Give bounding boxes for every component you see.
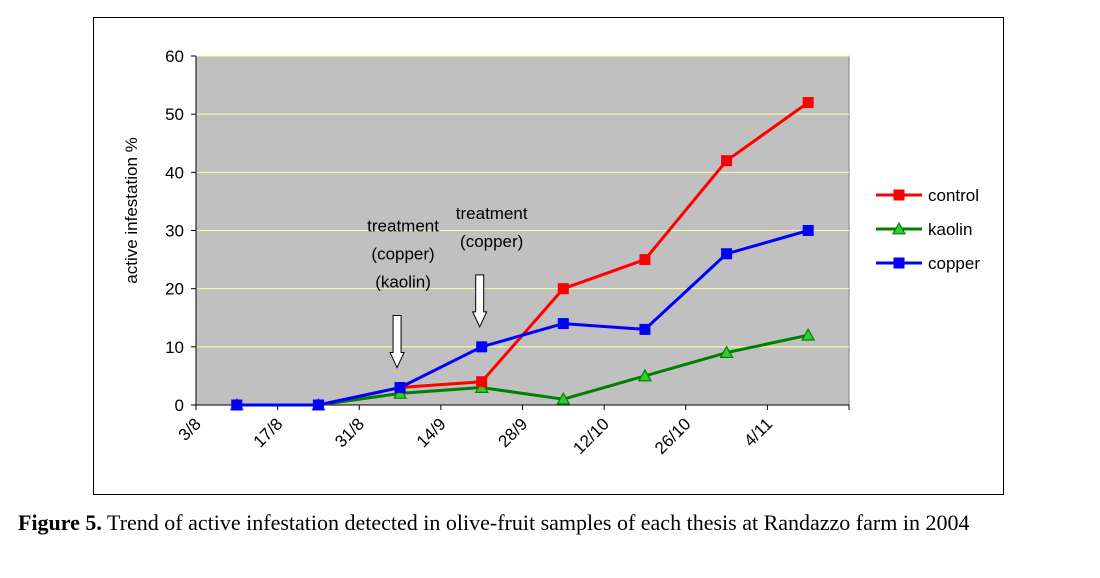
x-tick-label: 4/11	[740, 414, 776, 450]
chart-frame: 0 10 20 30 40 50 60 3/8 17/8 31/8 14/9 28/9 12/10 26/…	[93, 17, 1004, 495]
legend-label-control: control	[928, 186, 979, 205]
x-tick-label: 28/9	[494, 414, 531, 451]
y-tick-label: 30	[165, 222, 184, 241]
data-point-kaolin	[637, 368, 652, 382]
y-tick-label: 10	[165, 338, 184, 357]
x-tick-label: 14/9	[413, 414, 450, 451]
legend-label-copper: copper	[928, 254, 980, 273]
legend-marker-kaolin	[891, 221, 907, 235]
x-tick-label: 26/10	[651, 414, 695, 458]
data-point-control	[476, 376, 488, 388]
data-point-copper	[557, 318, 569, 330]
y-tick-label: 50	[165, 105, 184, 124]
annotation-arrow	[389, 315, 405, 369]
y-tick-label: 20	[165, 280, 184, 299]
data-point-kaolin	[719, 345, 734, 359]
data-point-copper	[639, 323, 651, 335]
legend-marker-control	[893, 189, 905, 201]
data-point-control	[557, 283, 569, 295]
caption-text: Trend of active infestation detected in …	[101, 510, 970, 535]
annotation-text: (copper)	[371, 245, 434, 264]
line-chart: 0 10 20 30 40 50 60 3/8 17/8 31/8 14/9 28/9 12/10 26/…	[122, 47, 980, 458]
annotation-text: (copper)	[460, 232, 523, 251]
data-point-copper	[312, 399, 324, 411]
data-point-control	[639, 254, 651, 266]
legend-label-kaolin: kaolin	[928, 220, 972, 239]
y-tick-label: 60	[165, 47, 184, 66]
x-tick-label: 31/8	[331, 414, 368, 451]
annotation-arrow	[471, 274, 488, 329]
figure-caption: Figure 5. Trend of active infestation de…	[18, 508, 1088, 537]
data-point-control	[802, 97, 814, 109]
data-point-kaolin	[801, 327, 816, 341]
annotation-text: (kaolin)	[375, 273, 431, 292]
annotation-text: treatment	[456, 204, 528, 223]
data-point-kaolin	[556, 391, 571, 405]
caption-label: Figure 5.	[18, 510, 102, 535]
y-axis-label: active infestation %	[122, 137, 141, 283]
data-point-copper	[721, 248, 733, 260]
data-point-copper	[802, 225, 814, 236]
data-point-copper	[476, 341, 488, 353]
legend-marker-copper	[893, 257, 905, 269]
series-line-copper	[236, 229, 809, 407]
data-point-copper	[231, 399, 243, 411]
data-point-control	[721, 155, 733, 167]
y-tick-label: 0	[175, 396, 184, 415]
x-tick-label: 12/10	[569, 414, 613, 458]
y-tick-label: 40	[165, 163, 184, 182]
x-tick-label: 17/8	[250, 414, 287, 451]
annotation-text: treatment	[367, 217, 439, 236]
x-tick-label: 3/8	[175, 414, 205, 444]
data-point-copper	[394, 382, 406, 394]
